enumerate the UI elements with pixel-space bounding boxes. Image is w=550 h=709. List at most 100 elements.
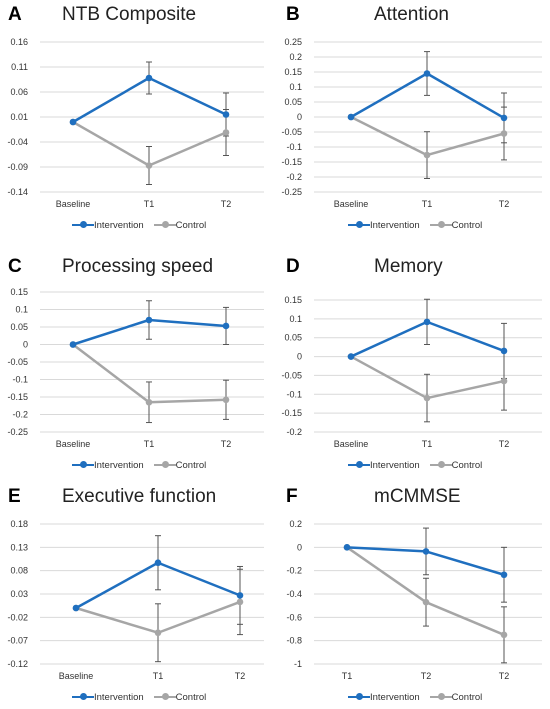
y-tick-label: -0.2 xyxy=(12,410,28,420)
y-tick-label: -1 xyxy=(294,659,302,669)
chart-plot: 0.15 0.1 0.05 0 -0.05 -0.1 -0.15 -0.2 -0.25 Basel… xyxy=(7,287,264,449)
y-tick-label: -0.2 xyxy=(286,172,302,182)
legend-item-control: Control xyxy=(429,460,482,471)
data-point-intervention xyxy=(72,604,80,612)
chart-plot: 0.18 0.13 0.08 0.03 -0.02 -0.07 -0.12 Baseline T… xyxy=(7,519,264,681)
legend: Intervention Control xyxy=(72,692,216,703)
data-point-control xyxy=(145,162,153,169)
y-tick-label: -0.4 xyxy=(286,589,302,599)
legend-item-intervention: Intervention xyxy=(348,692,420,703)
panel-letter: F xyxy=(286,486,298,507)
x-tick-label: T2 xyxy=(421,671,432,681)
data-point-control xyxy=(154,629,162,637)
data-point-intervention xyxy=(222,111,230,118)
y-tick-label: -0.15 xyxy=(281,408,302,418)
y-tick-label: -0.14 xyxy=(7,187,28,197)
data-point-intervention xyxy=(347,113,355,121)
data-point-control xyxy=(500,377,508,385)
data-point-intervention xyxy=(145,316,153,324)
data-point-intervention xyxy=(236,592,244,599)
y-tick-label: 0.16 xyxy=(10,37,28,47)
data-point-control xyxy=(222,129,230,136)
legend-label: Intervention xyxy=(370,220,420,231)
legend-label: Intervention xyxy=(370,692,420,703)
panel-letter: E xyxy=(8,486,21,507)
y-tick-label: -0.2 xyxy=(286,427,302,437)
legend-label: Intervention xyxy=(94,692,144,703)
y-tick-label: 0.11 xyxy=(11,62,28,72)
y-tick-label: -0.02 xyxy=(7,612,28,622)
legend-swatch xyxy=(348,461,370,469)
data-point-control xyxy=(222,396,230,404)
x-tick-label: T1 xyxy=(342,671,353,681)
legend-item-intervention: Intervention xyxy=(72,460,144,471)
data-point-intervention xyxy=(500,571,508,579)
y-tick-label: 0.2 xyxy=(289,52,302,62)
data-point-intervention xyxy=(423,70,431,77)
y-tick-label: 0.13 xyxy=(10,542,28,552)
y-tick-label: -0.1 xyxy=(286,389,302,399)
y-tick-label: -0.05 xyxy=(281,370,302,380)
data-point-control xyxy=(236,598,244,606)
y-tick-label: 0.1 xyxy=(289,314,302,324)
x-tick-label: Baseline xyxy=(56,439,91,449)
y-tick-label: 0.25 xyxy=(284,37,302,47)
legend-label: Control xyxy=(175,692,207,703)
legend: Intervention Control xyxy=(348,460,492,471)
panel-letter: B xyxy=(286,4,300,25)
panel-letter: A xyxy=(8,4,22,25)
y-tick-label: -0.15 xyxy=(281,157,302,167)
y-tick-label: -0.05 xyxy=(281,127,302,137)
legend-item-intervention: Intervention xyxy=(348,220,420,231)
legend-item-intervention: Intervention xyxy=(348,460,420,471)
y-tick-label: -0.15 xyxy=(7,392,28,402)
chart-title: mCMMSE xyxy=(374,486,461,507)
chart-panel-b: B Attention 0.25 0.2 0.15 0.1 0.05 0 -0.05 -0.1 -0… xyxy=(278,0,550,231)
y-tick-label: -0.07 xyxy=(7,636,28,646)
y-tick-label: -0.09 xyxy=(7,162,28,172)
chart-panel-c: C Processing speed 0.15 0.1 0.05 0 -0.05 -0.1 -0… xyxy=(0,252,272,479)
y-tick-label: -0.04 xyxy=(7,137,28,147)
chart-title: Processing speed xyxy=(62,256,214,277)
data-point-intervention xyxy=(343,544,351,551)
legend-label: Control xyxy=(175,220,207,231)
chart-title: Memory xyxy=(374,256,443,277)
y-tick-label: -0.05 xyxy=(7,357,28,367)
x-tick-label: Baseline xyxy=(59,671,94,681)
y-tick-label: 0.05 xyxy=(284,333,302,343)
legend-label: Control xyxy=(451,692,483,703)
chart-title: Executive function xyxy=(62,486,217,507)
chart-panel-e: E Executive function 0.18 0.13 0.08 0.03 -0.02… xyxy=(0,482,272,709)
y-tick-label: 0.01 xyxy=(10,112,28,122)
y-tick-label: 0.15 xyxy=(284,67,302,77)
legend: Intervention Control xyxy=(72,460,216,471)
legend-item-control: Control xyxy=(153,220,207,231)
y-tick-label: 0.15 xyxy=(284,295,302,305)
legend-label: Control xyxy=(451,220,483,231)
y-tick-label: 0.06 xyxy=(10,87,28,97)
data-point-intervention xyxy=(69,341,77,348)
chart-title: Attention xyxy=(374,4,449,25)
legend-item-intervention: Intervention xyxy=(72,220,144,231)
legend: Intervention Control xyxy=(348,220,492,231)
legend-swatch xyxy=(72,461,94,469)
panel-letter: D xyxy=(286,256,300,277)
chart-panel-d: D Memory 0.15 0.1 0.05 0 -0.05 -0.1 -0.15 -0.2 Bas… xyxy=(278,252,550,479)
y-tick-label: 0.18 xyxy=(10,519,28,529)
y-tick-label: 0.08 xyxy=(10,566,28,576)
y-tick-label: -0.6 xyxy=(286,612,302,622)
legend-swatch xyxy=(153,693,176,701)
y-tick-label: -0.1 xyxy=(286,142,302,152)
y-tick-label: -0.2 xyxy=(286,566,302,576)
legend-label: Intervention xyxy=(94,220,144,231)
legend-swatch xyxy=(153,221,176,229)
y-tick-label: -0.25 xyxy=(7,427,28,437)
data-point-intervention xyxy=(423,318,431,326)
legend-swatch xyxy=(72,693,94,701)
x-tick-label: T2 xyxy=(499,671,510,681)
y-tick-label: 0.1 xyxy=(289,82,302,92)
data-point-intervention xyxy=(154,559,162,567)
chart-plot: 0.25 0.2 0.15 0.1 0.05 0 -0.05 -0.1 -0.15 -0.2 -0.… xyxy=(281,37,542,209)
data-point-control xyxy=(500,130,508,137)
